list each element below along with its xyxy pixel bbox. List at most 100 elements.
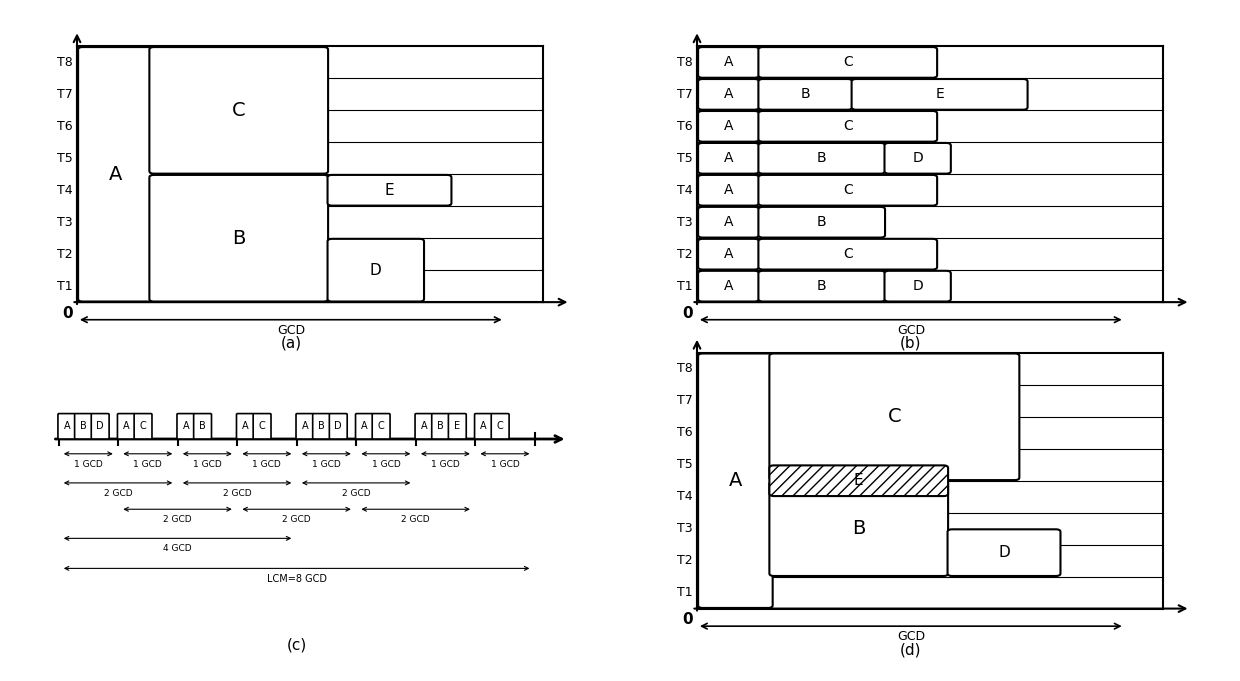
Text: T2: T2: [57, 248, 73, 261]
Text: 2 GCD: 2 GCD: [342, 489, 371, 498]
Text: E: E: [935, 87, 944, 101]
FancyBboxPatch shape: [149, 175, 329, 302]
Text: T3: T3: [57, 216, 73, 229]
Text: B: B: [817, 215, 827, 229]
FancyBboxPatch shape: [475, 413, 492, 439]
Text: T1: T1: [57, 280, 73, 293]
FancyBboxPatch shape: [134, 413, 153, 439]
Text: B: B: [200, 422, 206, 431]
FancyBboxPatch shape: [759, 239, 937, 270]
Text: A: A: [480, 422, 487, 431]
FancyBboxPatch shape: [698, 79, 759, 110]
FancyBboxPatch shape: [698, 271, 759, 302]
Text: T7: T7: [57, 88, 73, 101]
Text: A: A: [361, 422, 368, 431]
Text: A: A: [242, 422, 249, 431]
FancyBboxPatch shape: [759, 175, 937, 206]
Text: 1 GCD: 1 GCD: [193, 460, 222, 469]
Text: A: A: [724, 55, 733, 69]
Text: A: A: [729, 471, 742, 490]
FancyBboxPatch shape: [415, 413, 433, 439]
Text: 1 GCD: 1 GCD: [432, 460, 460, 469]
Text: T8: T8: [677, 362, 693, 375]
Text: GCD: GCD: [897, 630, 925, 643]
Text: T4: T4: [677, 184, 693, 197]
FancyBboxPatch shape: [356, 413, 373, 439]
Text: C: C: [843, 247, 853, 262]
Text: 2 GCD: 2 GCD: [223, 489, 252, 498]
Text: C: C: [259, 422, 265, 431]
Text: A: A: [301, 422, 309, 431]
Text: T3: T3: [677, 522, 693, 535]
Text: 4 GCD: 4 GCD: [164, 544, 192, 554]
Text: 2 GCD: 2 GCD: [283, 516, 311, 524]
Text: 1 GCD: 1 GCD: [74, 460, 103, 469]
Text: T5: T5: [677, 458, 693, 471]
FancyBboxPatch shape: [769, 353, 1019, 480]
Text: B: B: [319, 422, 325, 431]
Text: A: A: [724, 151, 733, 165]
Text: A: A: [724, 279, 733, 293]
FancyBboxPatch shape: [698, 111, 759, 142]
Text: T2: T2: [677, 554, 693, 567]
FancyBboxPatch shape: [759, 79, 852, 110]
Text: T6: T6: [57, 120, 73, 133]
Text: T7: T7: [677, 88, 693, 101]
Text: (a): (a): [280, 336, 301, 351]
FancyBboxPatch shape: [769, 481, 949, 576]
Text: A: A: [724, 183, 733, 197]
Text: C: C: [888, 407, 901, 426]
FancyBboxPatch shape: [698, 47, 759, 78]
Text: (c): (c): [286, 637, 306, 652]
FancyBboxPatch shape: [698, 143, 759, 174]
FancyBboxPatch shape: [312, 413, 331, 439]
FancyBboxPatch shape: [118, 413, 135, 439]
Text: 0: 0: [62, 306, 73, 321]
Text: T8: T8: [677, 56, 693, 69]
Text: T5: T5: [57, 152, 73, 165]
Text: D: D: [913, 279, 923, 293]
FancyBboxPatch shape: [698, 207, 759, 238]
Text: D: D: [998, 545, 1009, 560]
Text: A: A: [123, 422, 130, 431]
Text: T6: T6: [677, 120, 693, 133]
Text: A: A: [724, 247, 733, 262]
FancyBboxPatch shape: [759, 47, 937, 78]
FancyBboxPatch shape: [947, 529, 1060, 576]
Text: A: A: [724, 119, 733, 133]
Text: D: D: [370, 263, 382, 278]
Text: C: C: [140, 422, 146, 431]
Text: B: B: [817, 279, 827, 293]
Text: A: A: [420, 422, 428, 431]
FancyBboxPatch shape: [296, 413, 314, 439]
FancyBboxPatch shape: [330, 413, 347, 439]
Text: (d): (d): [900, 642, 921, 657]
FancyBboxPatch shape: [432, 413, 450, 439]
Text: E: E: [384, 183, 394, 197]
Text: 0: 0: [682, 612, 693, 627]
Text: T4: T4: [677, 490, 693, 503]
FancyBboxPatch shape: [58, 413, 76, 439]
Text: T6: T6: [677, 426, 693, 439]
FancyBboxPatch shape: [698, 239, 759, 270]
FancyBboxPatch shape: [698, 353, 773, 608]
Text: B: B: [438, 422, 444, 431]
Text: LCM=8 GCD: LCM=8 GCD: [267, 574, 326, 584]
Text: B: B: [81, 422, 87, 431]
Text: GCD: GCD: [277, 323, 305, 336]
FancyBboxPatch shape: [491, 413, 510, 439]
Text: T2: T2: [677, 248, 693, 261]
FancyBboxPatch shape: [253, 413, 272, 439]
Text: T3: T3: [677, 216, 693, 229]
FancyBboxPatch shape: [327, 239, 424, 302]
FancyBboxPatch shape: [759, 271, 885, 302]
FancyBboxPatch shape: [759, 111, 937, 142]
Text: C: C: [378, 422, 384, 431]
Text: D: D: [97, 422, 104, 431]
FancyBboxPatch shape: [769, 465, 949, 496]
Text: D: D: [335, 422, 342, 431]
Text: A: A: [724, 215, 733, 229]
Text: C: C: [232, 101, 246, 120]
FancyBboxPatch shape: [884, 271, 951, 302]
Text: B: B: [852, 519, 866, 538]
